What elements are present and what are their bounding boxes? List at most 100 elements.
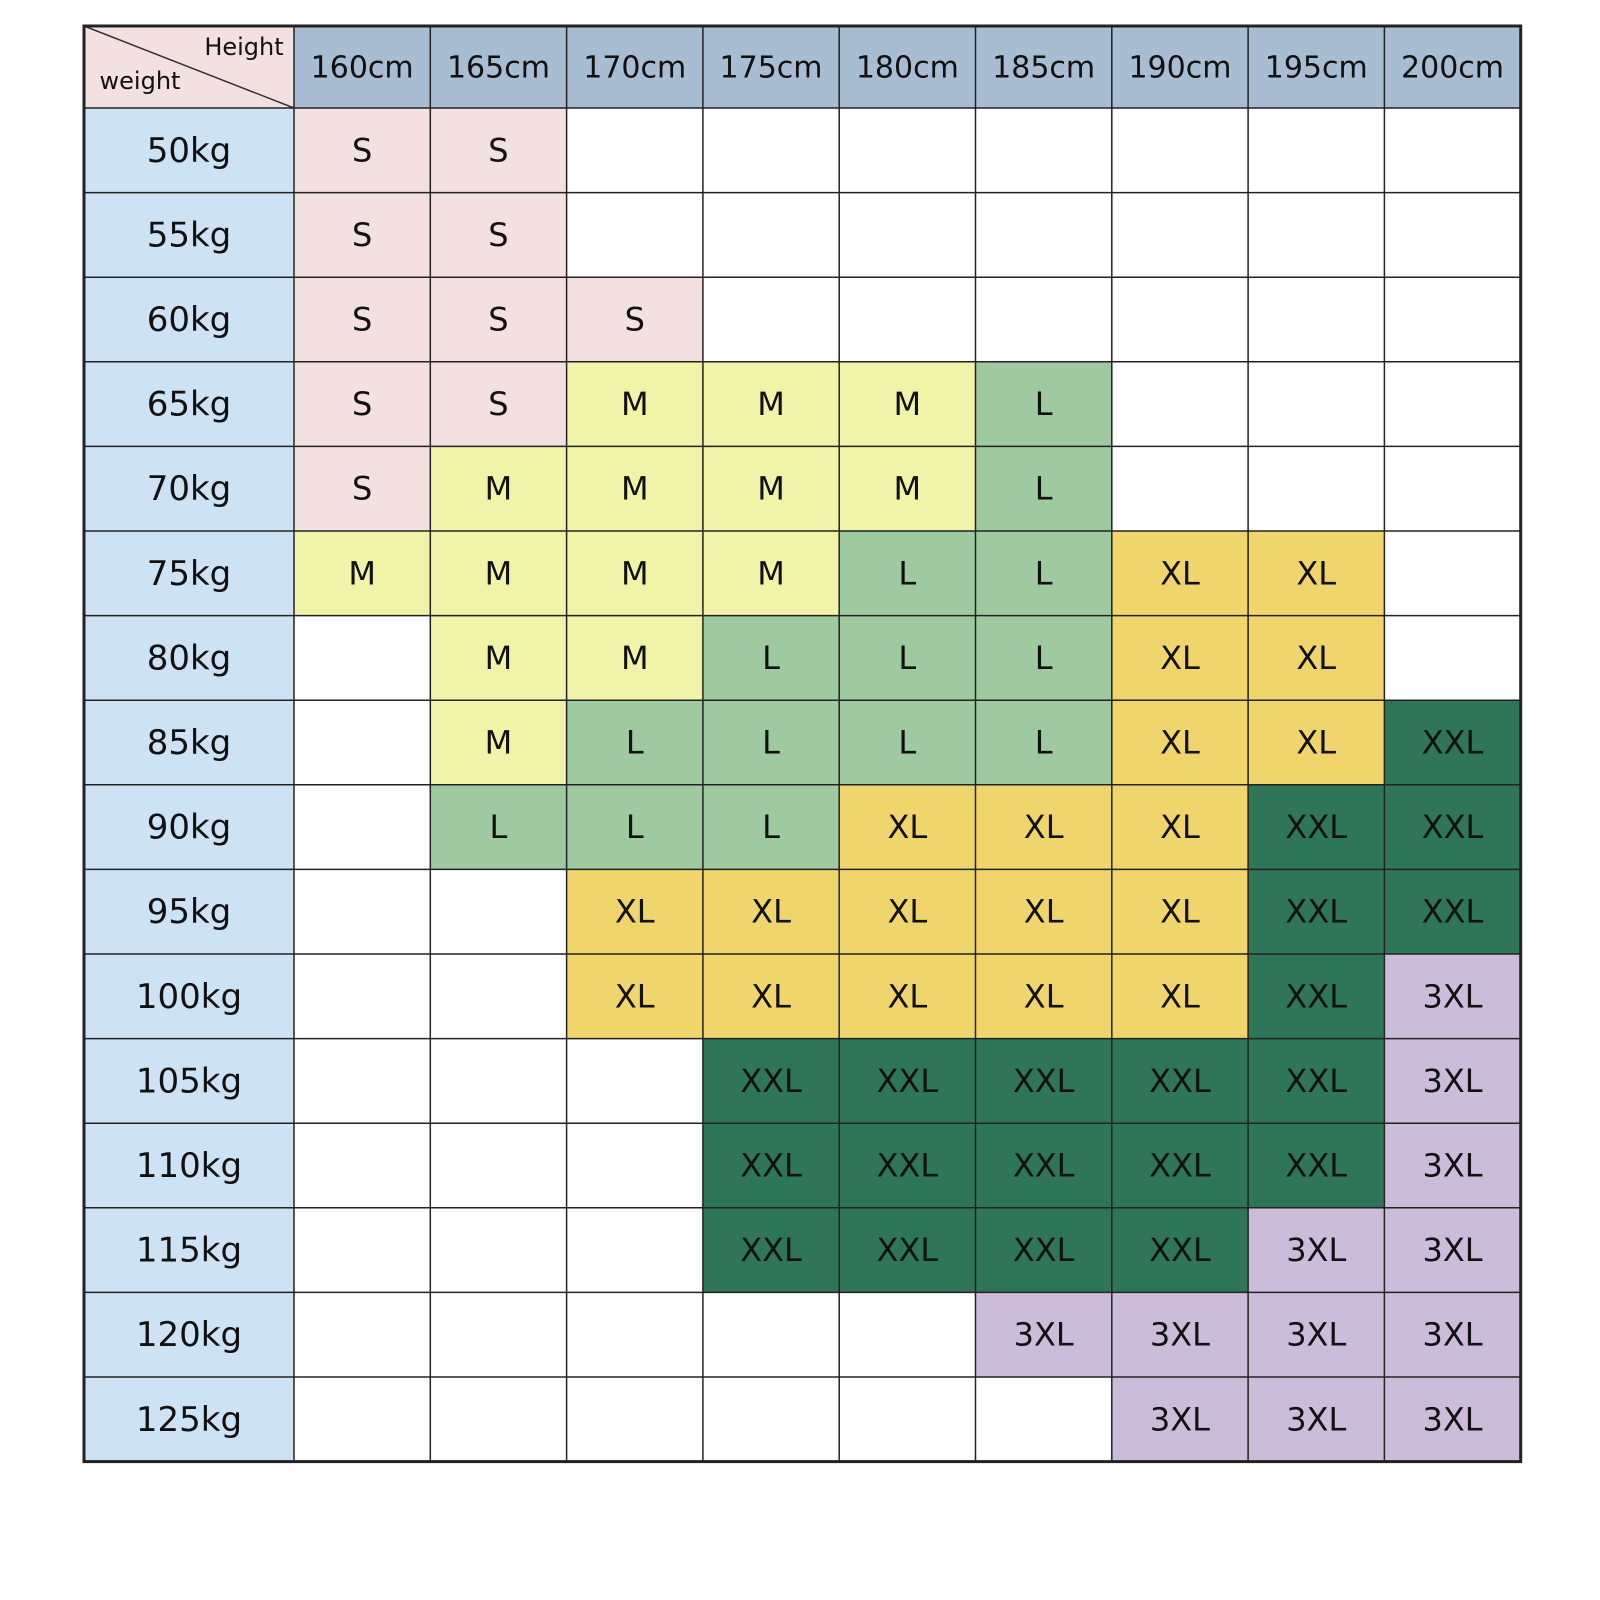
size-cell xyxy=(1248,1377,1385,1462)
size-label: 3XL xyxy=(1150,1316,1210,1354)
size-cell xyxy=(1111,192,1249,278)
size-label: XXL xyxy=(740,1062,802,1100)
size-cell xyxy=(839,1123,976,1208)
size-label: XL xyxy=(1024,977,1064,1015)
size-cell xyxy=(1248,869,1385,954)
row-header-cell xyxy=(84,1123,294,1208)
corner-top-label: Height xyxy=(204,33,283,61)
size-cell xyxy=(566,869,703,954)
column-header-cell xyxy=(294,26,431,108)
size-label: XXL xyxy=(1422,893,1484,931)
column-header: 195cm xyxy=(1265,51,1368,86)
column-header-cell xyxy=(1384,26,1521,108)
size-cell xyxy=(839,1377,976,1462)
size-label: 3XL xyxy=(1422,977,1482,1015)
row-header-cell xyxy=(84,869,294,954)
column-header: 180cm xyxy=(856,51,959,86)
size-cell xyxy=(1111,700,1249,785)
size-label: XXL xyxy=(1149,1231,1211,1269)
size-cell xyxy=(566,192,703,278)
size-cell xyxy=(430,446,567,531)
size-label: XXL xyxy=(1013,1062,1075,1100)
size-label: XXL xyxy=(877,1231,939,1269)
size-cell xyxy=(702,1207,840,1293)
row-header: 110kg xyxy=(136,1146,242,1186)
size-label: S xyxy=(352,385,372,423)
size-label: S xyxy=(352,301,372,339)
size-label: XL xyxy=(1160,893,1200,931)
size-cell xyxy=(430,531,567,616)
size-cell xyxy=(1111,869,1249,954)
size-label: S xyxy=(352,131,372,169)
size-label: L xyxy=(1035,724,1053,762)
size-cell xyxy=(975,108,1112,193)
size-label: S xyxy=(625,301,645,339)
row-header-cell xyxy=(84,700,294,785)
size-cell xyxy=(430,700,567,785)
size-label: L xyxy=(490,808,508,846)
row-header-cell xyxy=(84,1207,294,1293)
size-cell xyxy=(1111,108,1249,193)
row-header: 50kg xyxy=(147,131,232,171)
size-cell xyxy=(430,192,567,278)
size-cell xyxy=(1384,1292,1521,1377)
size-cell xyxy=(1248,277,1385,362)
size-label: XL xyxy=(1024,808,1064,846)
row-header: 120kg xyxy=(136,1315,242,1355)
size-cell xyxy=(702,531,840,616)
size-label: L xyxy=(898,724,916,762)
size-label: XL xyxy=(751,893,791,931)
size-cell xyxy=(1248,531,1385,616)
size-cell xyxy=(1248,1207,1385,1293)
size-label: XL xyxy=(615,977,655,1015)
row-header: 115kg xyxy=(136,1231,242,1271)
size-cell xyxy=(839,277,976,362)
size-cell xyxy=(294,1123,431,1208)
size-label: L xyxy=(898,639,916,677)
size-cell xyxy=(430,1123,567,1208)
size-cell xyxy=(1384,1123,1521,1208)
size-cell xyxy=(294,277,431,362)
size-label: XXL xyxy=(1013,1147,1075,1185)
column-header-cell xyxy=(1111,26,1249,108)
row-header: 65kg xyxy=(147,385,232,425)
size-cell xyxy=(294,700,431,785)
row-header-cell xyxy=(84,192,294,278)
size-label: L xyxy=(762,808,780,846)
size-cell xyxy=(1248,192,1385,278)
corner-diagonal xyxy=(83,25,295,109)
size-label: XL xyxy=(1024,893,1064,931)
size-cell xyxy=(975,615,1112,701)
size-cell xyxy=(702,954,840,1039)
size-cell xyxy=(294,108,431,193)
row-header: 80kg xyxy=(147,638,232,678)
size-cell xyxy=(702,1038,840,1124)
size-cell xyxy=(294,954,431,1039)
row-header-cell xyxy=(84,531,294,616)
size-cell xyxy=(430,1207,567,1293)
size-label: L xyxy=(626,808,644,846)
column-header: 200cm xyxy=(1401,51,1504,86)
row-header-cell xyxy=(84,108,294,193)
size-cell xyxy=(975,192,1112,278)
table-border xyxy=(82,24,1523,1464)
size-cell xyxy=(1384,108,1521,193)
row-header: 95kg xyxy=(147,892,232,932)
size-cell xyxy=(294,1292,431,1377)
size-cell xyxy=(1384,954,1521,1039)
size-label: XXL xyxy=(1013,1231,1075,1269)
size-cell xyxy=(975,1038,1112,1124)
size-cell xyxy=(839,1038,976,1124)
size-label: M xyxy=(894,470,922,508)
size-label: XL xyxy=(887,808,927,846)
size-label: S xyxy=(352,470,372,508)
size-cell xyxy=(1248,784,1385,870)
column-header: 185cm xyxy=(992,51,1095,86)
size-label: XL xyxy=(751,977,791,1015)
size-label: XL xyxy=(1160,724,1200,762)
size-label: S xyxy=(488,385,508,423)
size-cell xyxy=(566,446,703,531)
size-cell xyxy=(430,277,567,362)
size-cell xyxy=(294,1377,431,1462)
size-cell xyxy=(975,277,1112,362)
